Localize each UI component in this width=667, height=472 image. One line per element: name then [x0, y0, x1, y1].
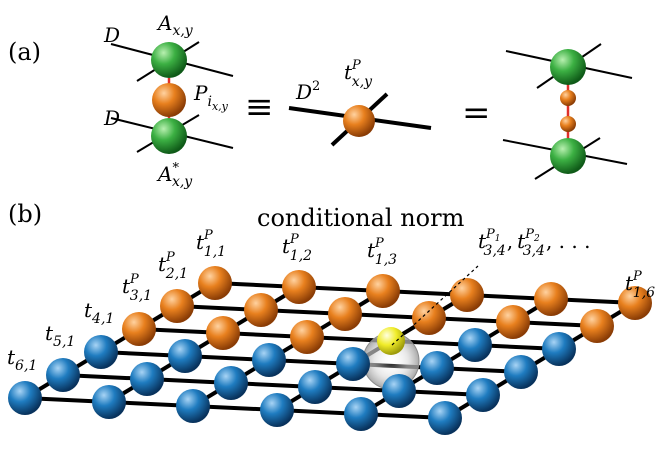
panel-a: (a) D D Ax,y Pix,y A* x,y ≡ D2 tP x,y = — [8, 11, 633, 190]
lattice-node-orange-r2-c6 — [580, 309, 614, 343]
projector-P-sphere — [152, 83, 186, 117]
lattice-node-yellow-r3-c4 — [377, 327, 405, 355]
lattice-node-blue-r5-c3 — [214, 366, 248, 400]
lattice-node-orange-r2-c4 — [412, 301, 446, 335]
lattice-node-blue-r6-c2 — [92, 385, 126, 419]
lattice-node-orange-r2-c5 — [496, 305, 530, 339]
lattice-node-orange-r3-c2 — [206, 316, 240, 350]
label-t16: tP 1,6 — [625, 269, 655, 301]
lattice-node-blue-r5-c4 — [298, 370, 332, 404]
lattice-node-orange-r1-c2 — [282, 270, 316, 304]
lattice-node-blue-r6-c1 — [8, 381, 42, 415]
label-t21: tP 2,1 — [158, 250, 188, 282]
lattice-node-blue-r4-c2 — [168, 339, 202, 373]
lattice-node-orange-r1-c5 — [534, 282, 568, 316]
panel-a-label: (a) — [8, 38, 41, 66]
lattice-node-orange-r2-c3 — [328, 297, 362, 331]
lattice-node-blue-r5-c1 — [46, 358, 80, 392]
label-t61: t6,1 — [7, 345, 37, 374]
lattice-node-blue-r4-c6 — [504, 355, 538, 389]
lattice-node-blue-r3-c6 — [542, 332, 576, 366]
label-t34-sequence: tP1 3,4, tP2 3,4, . . . — [478, 227, 590, 259]
decomp-small-orange-top — [560, 90, 576, 106]
lattice-node-blue-r6-c5 — [344, 397, 378, 431]
double-layer-site — [110, 41, 234, 154]
bond-dim-label-top: D — [103, 23, 120, 47]
lattice-node-blue-r5-c2 — [130, 362, 164, 396]
lattice-node-orange-r2-c2 — [244, 293, 278, 327]
tensor-t-sphere — [343, 105, 375, 137]
panel-b-label: (b) — [8, 200, 42, 228]
lattice-node-orange-r1-c1 — [198, 266, 232, 300]
tensor-Astar-sphere — [151, 118, 187, 154]
bond-dim-squared-label: D2 — [295, 79, 320, 104]
label-t13: tP 1,3 — [367, 236, 397, 268]
bond-dim-label-bottom: D — [103, 106, 120, 130]
lattice-node-blue-r4-c3 — [252, 343, 286, 377]
label-t51: t5,1 — [45, 321, 75, 350]
lattice-node-blue-r5-c5 — [382, 374, 416, 408]
decomp-green-top-sphere — [550, 49, 586, 85]
lattice-node-orange-r1-c6 — [618, 286, 652, 320]
label-t31: tP 3,1 — [122, 272, 152, 304]
equals-sign: = — [462, 93, 491, 133]
decomp-green-bottom-sphere — [550, 138, 586, 174]
projector-P-label: Pix,y — [193, 81, 229, 113]
panel-b: (b) conditional norm tP 1,1 tP 2,1 tP 3,1 t… — [7, 200, 655, 435]
decomposed-site — [502, 43, 633, 180]
lattice-node-orange-r1-c3 — [366, 274, 400, 308]
single-layer-site — [288, 92, 432, 147]
lattice-node-blue-r4-c4 — [336, 347, 370, 381]
callout-dashed-line — [391, 265, 479, 346]
lattice-node-blue-r4-c5 — [420, 351, 454, 385]
label-t41: t4,1 — [84, 298, 114, 327]
decomp-small-orange-bottom — [560, 116, 576, 132]
lattice-node-orange-r2-c1 — [160, 289, 194, 323]
equivalence-sign: ≡ — [245, 87, 274, 127]
lattice-node-orange-r3-c3 — [290, 320, 324, 354]
lattice-nodes — [8, 266, 652, 435]
tensor-Astar-label: A* x,y — [156, 161, 193, 190]
lattice-node-blue-r6-c4 — [260, 393, 294, 427]
label-t12: tP 1,2 — [282, 232, 312, 264]
lattice-node-blue-r5-c6 — [466, 378, 500, 412]
panel-b-title: conditional norm — [257, 204, 465, 232]
lattice-node-orange-r1-c4 — [450, 278, 484, 312]
tensor-A-sphere — [151, 42, 187, 78]
label-t11: tP 1,1 — [196, 228, 226, 260]
lattice-node-orange-r3-c1 — [122, 312, 156, 346]
tensor-A-label: Ax,y — [156, 11, 194, 39]
tensor-t-label: tP x,y — [344, 58, 373, 90]
lattice-node-blue-r4-c1 — [84, 335, 118, 369]
lattice-node-blue-r6-c6 — [428, 401, 462, 435]
lattice-node-blue-r6-c3 — [176, 389, 210, 423]
lattice-node-blue-r3-c5 — [458, 328, 492, 362]
